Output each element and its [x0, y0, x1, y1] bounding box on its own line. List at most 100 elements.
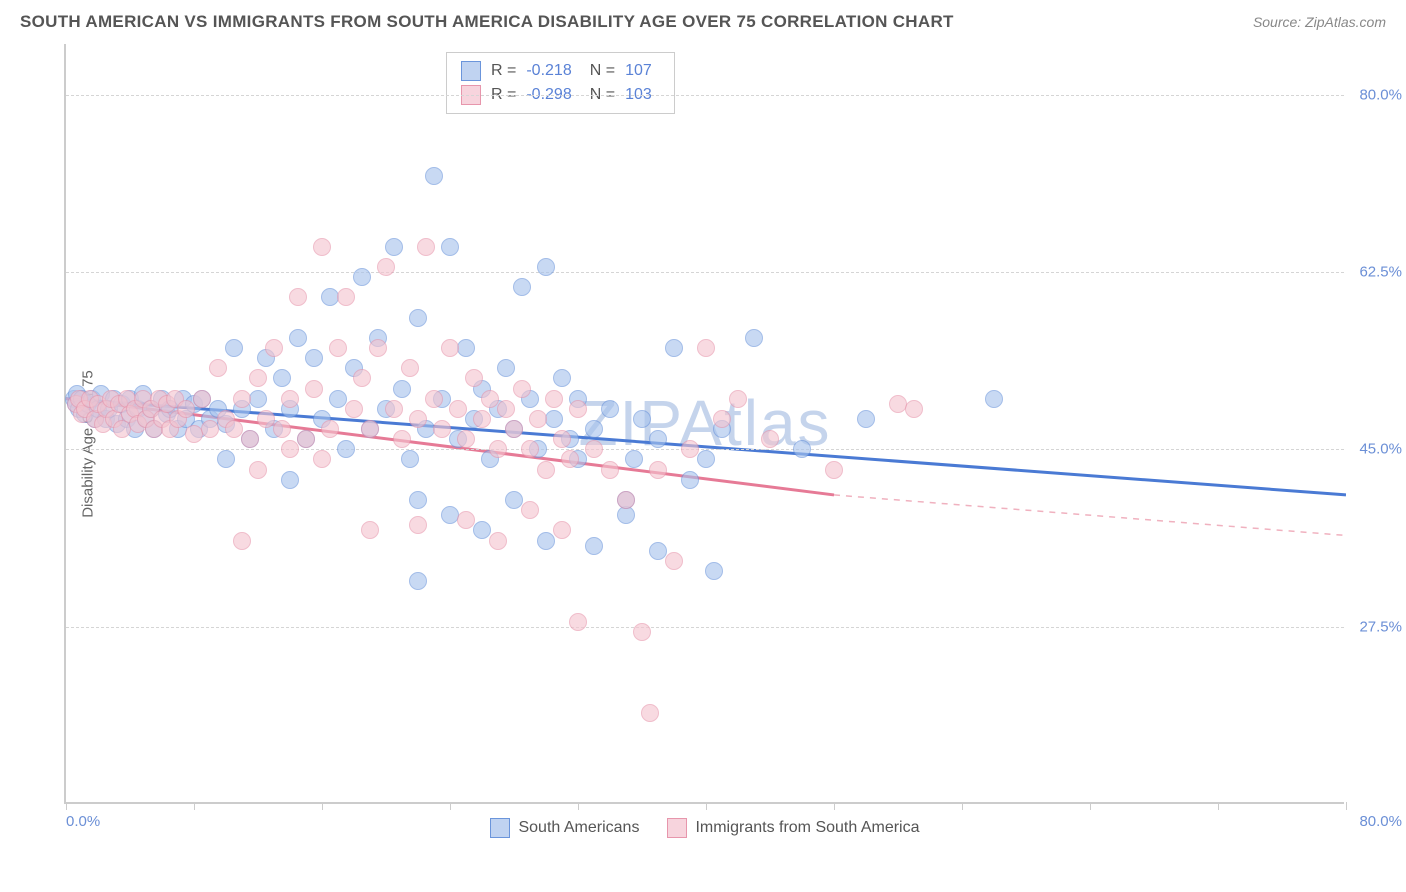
data-point: [353, 369, 371, 387]
chart-source: Source: ZipAtlas.com: [1253, 14, 1386, 30]
data-point: [825, 461, 843, 479]
data-point: [569, 613, 587, 631]
data-point: [409, 309, 427, 327]
data-point: [393, 430, 411, 448]
x-tick: [578, 802, 579, 810]
data-point: [537, 258, 555, 276]
data-point: [513, 380, 531, 398]
data-point: [401, 359, 419, 377]
data-point: [481, 390, 499, 408]
data-point: [489, 440, 507, 458]
data-point: [297, 430, 315, 448]
data-point: [329, 390, 347, 408]
x-tick: [834, 802, 835, 810]
data-point: [281, 440, 299, 458]
data-point: [289, 288, 307, 306]
data-point: [585, 440, 603, 458]
x-tick: [962, 802, 963, 810]
data-point: [257, 410, 275, 428]
data-point: [705, 562, 723, 580]
data-point: [633, 623, 651, 641]
x-tick: [450, 802, 451, 810]
data-point: [329, 339, 347, 357]
data-point: [465, 369, 483, 387]
grid-line: [66, 272, 1344, 273]
data-point: [393, 380, 411, 398]
data-point: [233, 390, 251, 408]
data-point: [449, 400, 467, 418]
data-point: [425, 167, 443, 185]
data-point: [457, 430, 475, 448]
n-label: N =: [590, 62, 615, 80]
data-point: [761, 430, 779, 448]
data-point: [401, 450, 419, 468]
data-point: [281, 390, 299, 408]
legend-swatch: [490, 818, 510, 838]
data-point: [361, 521, 379, 539]
data-point: [489, 532, 507, 550]
data-point: [553, 430, 571, 448]
data-point: [249, 390, 267, 408]
plot-region: ZIPAtlas R =-0.218N =107R =-0.298N =103 …: [64, 44, 1344, 804]
data-point: [545, 390, 563, 408]
data-point: [385, 238, 403, 256]
data-point: [625, 450, 643, 468]
data-point: [585, 420, 603, 438]
data-point: [417, 238, 435, 256]
y-tick-label: 27.5%: [1350, 618, 1402, 635]
data-point: [273, 369, 291, 387]
data-point: [521, 440, 539, 458]
y-tick-label: 62.5%: [1350, 264, 1402, 281]
data-point: [233, 532, 251, 550]
data-point: [857, 410, 875, 428]
data-point: [281, 471, 299, 489]
data-point: [473, 410, 491, 428]
data-point: [249, 461, 267, 479]
r-label: R =: [491, 62, 516, 80]
x-tick: [706, 802, 707, 810]
data-point: [473, 521, 491, 539]
chart-area: Disability Age Over 75 ZIPAtlas R =-0.21…: [20, 44, 1386, 844]
x-tick: [1090, 802, 1091, 810]
data-point: [537, 532, 555, 550]
data-point: [225, 339, 243, 357]
data-point: [457, 339, 475, 357]
x-tick: [194, 802, 195, 810]
data-point: [217, 450, 235, 468]
data-point: [641, 704, 659, 722]
x-tick: [322, 802, 323, 810]
data-point: [345, 400, 363, 418]
data-point: [425, 390, 443, 408]
data-point: [601, 400, 619, 418]
data-point: [985, 390, 1003, 408]
y-tick-label: 45.0%: [1350, 441, 1402, 458]
data-point: [697, 450, 715, 468]
data-point: [665, 339, 683, 357]
data-point: [745, 329, 763, 347]
legend-label: Immigrants from South America: [695, 819, 919, 837]
n-value: 107: [625, 62, 652, 80]
data-point: [633, 410, 651, 428]
data-point: [457, 511, 475, 529]
x-tick: [1346, 802, 1347, 810]
data-point: [545, 410, 563, 428]
data-point: [521, 501, 539, 519]
data-point: [905, 400, 923, 418]
legend-item: Immigrants from South America: [667, 818, 919, 838]
data-point: [409, 572, 427, 590]
legend-label: South Americans: [518, 819, 639, 837]
data-point: [649, 542, 667, 560]
data-point: [337, 288, 355, 306]
data-point: [313, 238, 331, 256]
data-point: [713, 410, 731, 428]
data-point: [529, 410, 547, 428]
legend-swatch: [461, 61, 481, 81]
data-point: [681, 440, 699, 458]
data-point: [353, 268, 371, 286]
data-point: [497, 400, 515, 418]
bottom-legend: South Americans Immigrants from South Ame…: [66, 818, 1344, 838]
data-point: [385, 400, 403, 418]
data-point: [265, 339, 283, 357]
data-point: [241, 430, 259, 448]
legend-item: South Americans: [490, 818, 639, 838]
